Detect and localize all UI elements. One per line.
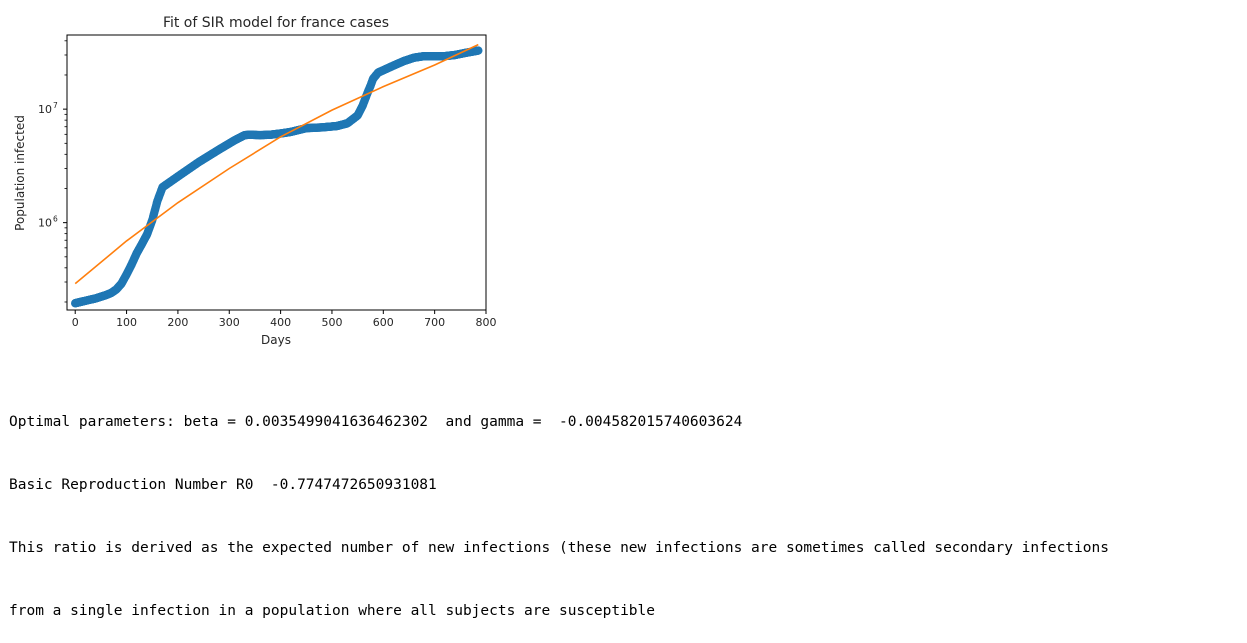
output-line-r0: Basic Reproduction Number R0 -0.77474726…	[9, 477, 437, 493]
y-tick-label-exponent: 7	[53, 101, 58, 110]
x-axis-label: Days	[261, 333, 291, 347]
output-line-parameters: Optimal parameters: beta = 0.00354990416…	[9, 414, 743, 430]
x-tick-label: 500	[321, 316, 342, 329]
y-tick-label: 10	[38, 103, 52, 116]
x-tick-label: 700	[424, 316, 445, 329]
series-observed	[71, 46, 483, 308]
x-tick-label: 300	[219, 316, 240, 329]
x-tick-label: 800	[476, 316, 497, 329]
y-tick-label: 10	[38, 217, 52, 230]
x-tick-label: 200	[167, 316, 188, 329]
y-axis-label: Population infected	[13, 115, 27, 231]
x-tick-label: 400	[270, 316, 291, 329]
y-tick-label-exponent: 6	[53, 215, 58, 224]
plot-area	[71, 43, 483, 308]
x-tick-label: 0	[72, 316, 79, 329]
output-line-description: This ratio is derived as the expected nu…	[9, 540, 1109, 556]
data-point	[474, 46, 483, 55]
plot-frame	[66, 34, 487, 311]
output-line-description-cont: from a single infection in a population …	[9, 603, 656, 619]
sir-fit-chart: Fit of SIR model for france cases 0 100 20…	[13, 15, 497, 347]
x-axis: 0 100 200 300 400 500 600 700 800	[72, 310, 497, 329]
chart-title: Fit of SIR model for france cases	[163, 15, 389, 31]
output-text: Optimal parameters: beta = 0.00354990416…	[9, 370, 1239, 643]
x-tick-label: 600	[373, 316, 394, 329]
series-fit-line	[74, 43, 479, 285]
x-tick-label: 100	[116, 316, 137, 329]
